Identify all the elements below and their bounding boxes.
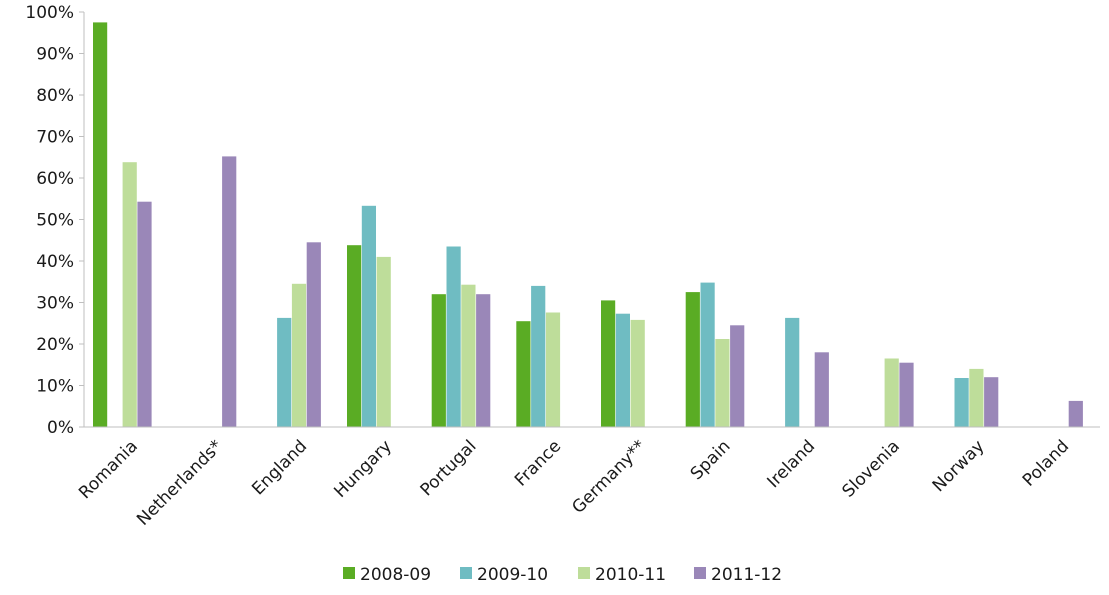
x-category-label: Norway	[929, 436, 989, 496]
legend-label: 2011-12	[711, 565, 782, 585]
x-category-label: Poland	[1019, 436, 1073, 490]
y-tick-label: 70%	[36, 128, 74, 148]
bar-2008-09-hungary	[347, 245, 362, 427]
x-category-label: Netherlands*	[133, 436, 226, 529]
bar-2008-09-spain	[685, 292, 700, 427]
y-tick-label: 80%	[36, 86, 74, 106]
bar-2010-11-slovenia	[884, 358, 899, 427]
y-tick-label: 30%	[36, 294, 74, 314]
bar-2011-12-netherlands	[222, 156, 237, 427]
x-category-label: Romania	[75, 436, 142, 503]
y-tick-label: 0%	[47, 418, 74, 438]
bars	[93, 22, 1083, 428]
bar-2011-12-portugal	[476, 294, 491, 427]
y-axis: 0% 10% 20% 30% 40% 50% 60% 70% 80% 90% 100%	[25, 3, 85, 438]
bar-2009-10-ireland	[785, 317, 800, 427]
x-category-label: Hungary	[330, 436, 395, 501]
bar-2011-12-spain	[730, 325, 745, 427]
bar-2011-12-poland	[1068, 400, 1083, 427]
x-category-label: Germany**	[568, 436, 649, 517]
bar-2008-09-portugal	[431, 294, 446, 427]
bar-2011-12-england	[306, 242, 321, 427]
bar-2010-11-germany	[630, 319, 645, 427]
x-category-label: France	[511, 436, 565, 490]
bar-2009-10-spain	[700, 282, 715, 427]
legend-swatch-2010-11	[578, 567, 590, 579]
bar-2010-11-romania	[122, 162, 137, 427]
bar-2008-09-germany	[601, 300, 616, 427]
x-category-label: England	[248, 436, 311, 499]
legend-swatch-2011-12	[694, 567, 706, 579]
x-category-label: Spain	[687, 436, 735, 484]
bar-2009-10-portugal	[446, 246, 461, 427]
legend-swatch-2008-09	[343, 567, 355, 579]
bar-2011-12-ireland	[814, 352, 829, 427]
legend-swatch-2009-10	[460, 567, 472, 579]
bar-2011-12-norway	[984, 377, 999, 427]
bar-2011-12-slovenia	[899, 362, 914, 427]
bar-2009-10-germany	[615, 313, 630, 427]
x-category-label: Ireland	[763, 436, 819, 492]
y-tick-label: 90%	[36, 45, 74, 65]
bar-2010-11-france	[545, 312, 561, 427]
x-category-label: Portugal	[417, 436, 481, 500]
bar-2010-11-hungary	[376, 256, 391, 427]
bar-2010-11-spain	[715, 339, 730, 427]
bar-2011-12-romania	[137, 201, 152, 427]
bar-2008-09-france	[516, 321, 531, 427]
y-tick-label: 60%	[36, 169, 74, 189]
legend-label: 2008-09	[360, 565, 431, 585]
y-tick-label: 100%	[25, 3, 74, 23]
bar-2010-11-norway	[969, 368, 984, 427]
legend-label: 2009-10	[477, 565, 548, 585]
legend-label: 2010-11	[595, 565, 666, 585]
bar-2009-10-france	[531, 285, 546, 427]
legend: 2008-09 2009-10 2010-11 2011-12	[343, 565, 782, 585]
bar-2009-10-hungary	[361, 205, 376, 427]
y-tick-label: 20%	[36, 335, 74, 355]
bar-2009-10-norway	[954, 378, 969, 427]
y-tick-label: 10%	[36, 377, 74, 397]
bar-2010-11-england	[291, 283, 307, 427]
bar-2008-09-romania	[93, 22, 108, 428]
y-tick-label: 40%	[36, 252, 74, 272]
x-category-label: Slovenia	[839, 436, 904, 501]
y-tick-label: 50%	[36, 211, 74, 231]
bar-2009-10-england	[277, 317, 292, 427]
bar-2010-11-portugal	[461, 284, 476, 427]
